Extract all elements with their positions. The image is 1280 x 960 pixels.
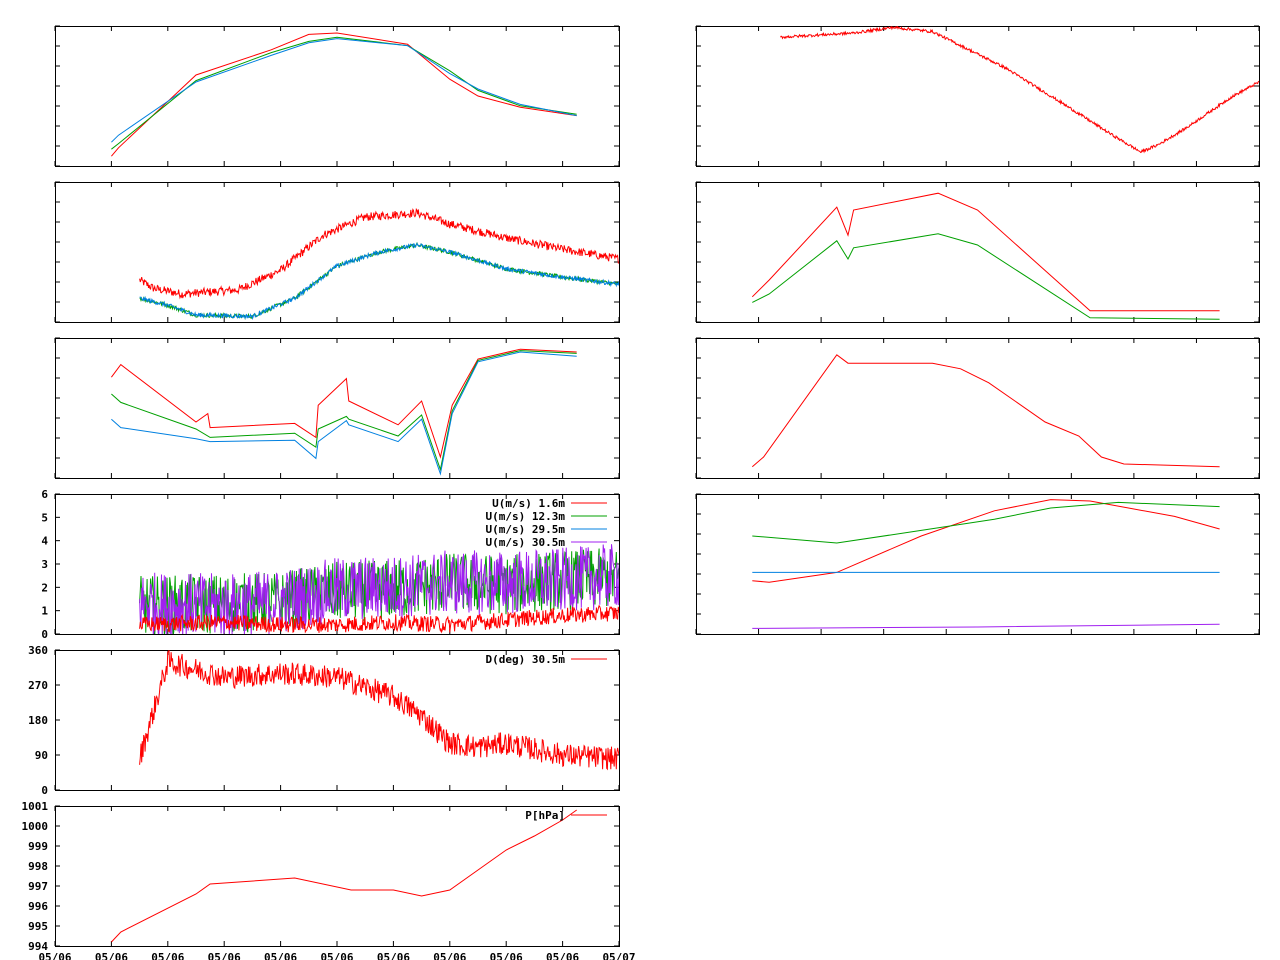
third-panel [54, 337, 620, 479]
y-tick-label: 1001 [22, 800, 49, 813]
plot-frame [696, 182, 1260, 323]
series-line-green [111, 36, 577, 150]
y-tick-label: 1000 [22, 820, 49, 833]
x-tick-date: 05/06 [264, 951, 297, 960]
y-tick-label: 270 [28, 679, 48, 692]
series-line-green [139, 241, 619, 321]
y-tick-label: 999 [28, 840, 48, 853]
x-tick-date: 05/06 [490, 951, 523, 960]
y-tick-label: 997 [28, 880, 48, 893]
series-line-red [751, 192, 1220, 312]
x-tick-date: 05/06 [151, 951, 184, 960]
series-line-blue [111, 351, 577, 476]
plot-frame [55, 182, 620, 323]
series-line-red [751, 354, 1220, 468]
wind-speed-panel: 0 1 2 3 4 5 6 U(m/s) 1.6mU(m/s) 12.3mU(m/s) 29.… [41, 488, 620, 641]
x-tick-date: 05/06 [546, 951, 579, 960]
y-tick-label: 0 [41, 628, 48, 641]
y-tick-label: 6 [41, 488, 48, 501]
right-panel-4 [695, 493, 1260, 635]
series-line-blue [111, 38, 577, 143]
wind-direction-panel: 0 90 180 270 360 D(deg) 30.5m [28, 644, 620, 797]
plot-frame [696, 26, 1260, 167]
legend-label: U(m/s) 29.5m [486, 523, 566, 536]
humidity-panel [54, 181, 620, 323]
y-tick-label: 360 [28, 644, 48, 657]
right-panel-2 [695, 181, 1260, 323]
x-tick-date: 05/06 [320, 951, 353, 960]
plot-frame [696, 338, 1260, 479]
y-tick-label: 4 [41, 535, 48, 548]
y-tick-label: 0 [41, 784, 48, 797]
legend-label: D(deg) 30.5m [486, 653, 566, 666]
series-line-red [139, 604, 619, 634]
y-tick-label: 995 [28, 920, 48, 933]
y-tick-label: 994 [28, 940, 48, 953]
x-tick-date: 05/06 [377, 951, 410, 960]
plot-frame [55, 26, 620, 167]
legend-label: U(m/s) 1.6m [492, 497, 565, 510]
legend-label: P[hPa] [525, 809, 565, 822]
legend-label: U(m/s) 12.3m [486, 510, 566, 523]
series-line-red [139, 650, 619, 771]
x-tick-date: 05/06 [95, 951, 128, 960]
legend-label: U(m/s) 30.5m [486, 536, 566, 549]
x-tick-date: 05/06 [433, 951, 466, 960]
y-tick-label: 5 [41, 511, 48, 524]
y-tick-label: 90 [35, 749, 48, 762]
series-line-green [752, 233, 1220, 320]
pressure-panel: 994 995 996 997 998 999 1000 1001 P[hPa] [22, 800, 620, 953]
x-tick-date: 05/07 [602, 951, 635, 960]
series-line-red [139, 207, 619, 300]
series-line-green [752, 501, 1220, 544]
series-line-blue [139, 242, 619, 321]
temperature-panel [54, 25, 620, 167]
x-tick-date: 05/06 [38, 951, 71, 960]
series-line-green [111, 350, 577, 472]
plot-frame [55, 338, 620, 479]
y-tick-label: 996 [28, 900, 48, 913]
plot-frame [55, 806, 620, 947]
y-tick-label: 2 [41, 581, 48, 594]
series-line-red [111, 32, 577, 157]
plot-frame [696, 494, 1260, 635]
right-panel-1 [695, 25, 1260, 167]
series-line-red [110, 348, 577, 459]
series-line-red [111, 809, 577, 943]
y-tick-label: 180 [28, 714, 48, 727]
y-tick-label: 3 [41, 558, 48, 571]
series-line-purple [139, 544, 619, 634]
y-tick-label: 998 [28, 860, 48, 873]
series-line-red [780, 26, 1259, 154]
x-tick-date: 05/06 [208, 951, 241, 960]
right-panel-3 [695, 337, 1260, 479]
series-line-purple [752, 623, 1220, 629]
y-tick-label: 1 [41, 605, 48, 618]
series-line-red [752, 499, 1220, 583]
